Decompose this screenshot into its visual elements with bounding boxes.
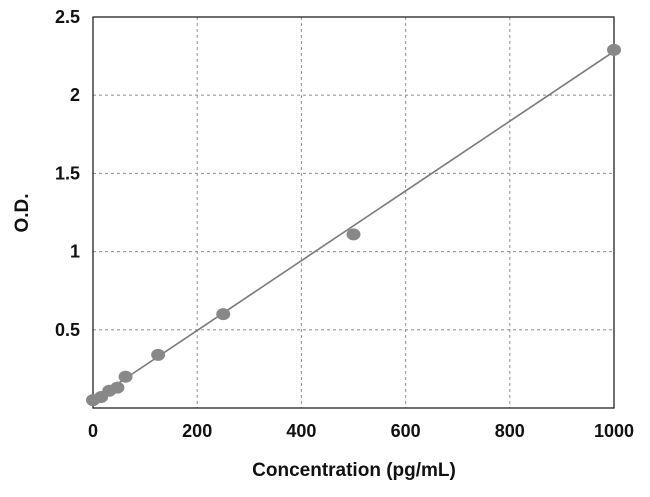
y-axis-title: O.D.: [12, 193, 33, 232]
data-point: [346, 228, 361, 241]
x-tick-label: 0: [88, 421, 98, 441]
data-markers: [86, 43, 621, 407]
x-tick-label: 400: [286, 421, 316, 441]
x-tick-label: 200: [182, 421, 212, 441]
x-tick-label: 600: [391, 421, 421, 441]
y-axis-tick-labels: 0.5 1 1.5 2 2.5: [55, 7, 80, 340]
x-tick-label: 800: [495, 421, 525, 441]
y-tick-label: 2.5: [55, 7, 80, 27]
x-axis-title: Concentration (pg/mL): [252, 460, 456, 481]
data-point: [151, 348, 166, 361]
fit-line: [92, 50, 615, 401]
y-tick-label: 0.5: [55, 320, 80, 340]
data-point: [118, 370, 133, 383]
fit-line-group: [92, 50, 615, 401]
y-tick-label: 1.5: [55, 163, 80, 183]
x-axis-tick-labels: 0 200 400 600 800 1000: [88, 421, 634, 441]
data-point: [216, 308, 231, 321]
y-tick-label: 2: [70, 85, 80, 105]
plot-area-frame: [92, 16, 615, 409]
data-point: [110, 381, 125, 394]
grid: [93, 17, 614, 408]
y-tick-label: 1: [70, 242, 80, 262]
data-point: [607, 43, 621, 56]
x-tick-label: 1000: [594, 421, 634, 441]
